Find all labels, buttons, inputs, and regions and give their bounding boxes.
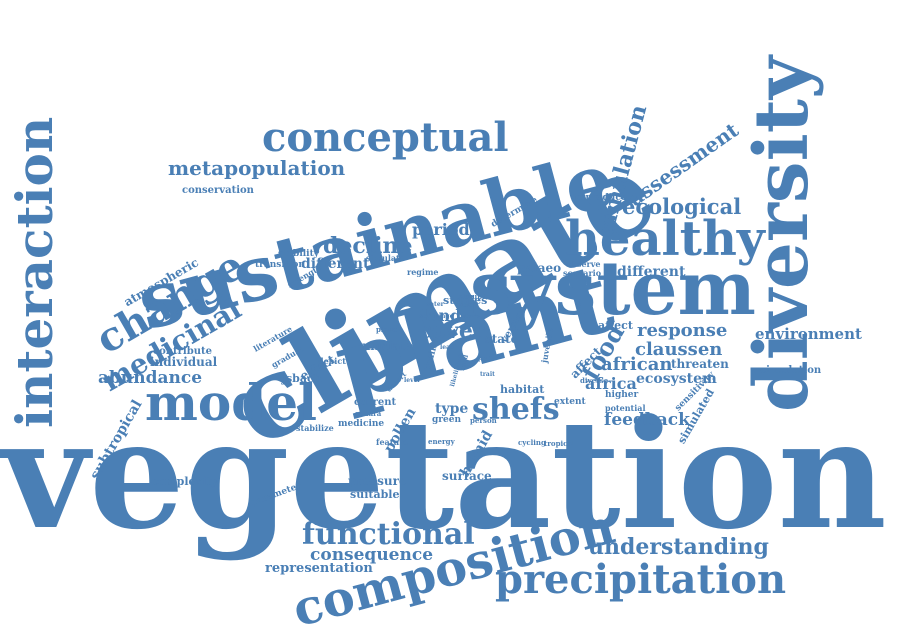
word-cover: cover — [418, 318, 485, 344]
word-jsbach: jsbach — [282, 372, 322, 385]
word-tropical: tropical — [544, 439, 575, 448]
word-system: system — [470, 246, 756, 332]
word-suitable: suitable — [350, 488, 400, 501]
word-world: world — [418, 313, 437, 320]
word-range: range — [434, 313, 454, 320]
word-circulation: circulation — [760, 365, 822, 376]
word-precipitation: precipitation — [495, 556, 787, 603]
word-ecosystem: ecosystem — [636, 371, 717, 387]
word-water: water — [425, 301, 444, 308]
word-threaten: threaten — [671, 357, 729, 371]
word-person: person — [470, 416, 497, 425]
word-individual: individual — [150, 355, 218, 369]
word-decline: decline — [323, 233, 413, 259]
word-healthy: healthy — [565, 211, 765, 267]
word-claussen: claussen — [635, 339, 723, 360]
word-abrupt: abrupt — [459, 292, 486, 301]
word-transition: transition — [255, 260, 305, 270]
word-ecological: ecological — [622, 194, 742, 219]
word-higher: higher — [605, 390, 639, 400]
word-consequence: consequence — [310, 545, 434, 565]
word-stabilize: stabilize — [296, 423, 334, 433]
word-study: study — [459, 302, 478, 309]
word-observe: observe — [566, 259, 601, 269]
word-scenario: scenario — [563, 268, 602, 278]
word-depict: depict — [318, 356, 346, 366]
word-contribute: contribute — [153, 346, 212, 357]
word-sahara: sahara — [355, 409, 382, 418]
word-different-2: different — [617, 264, 686, 280]
word-affect-2: affect — [598, 319, 633, 332]
word-african: african — [601, 354, 673, 375]
word-studies: studies — [443, 294, 488, 307]
word-stability: stability — [278, 249, 319, 259]
word-surface: surface — [442, 469, 492, 483]
word-metapopulation: metapopulation — [168, 156, 346, 180]
word-future: future — [458, 313, 480, 320]
word-complexity: complexity — [151, 475, 218, 488]
word-vegetation: vegetation — [2, 387, 887, 563]
word-cycling: cycling — [518, 438, 546, 447]
word-interaction: interaction — [5, 116, 64, 428]
word-diverse: diverse — [580, 376, 609, 385]
word-current: current — [354, 397, 397, 408]
word-pressure: pressure — [348, 474, 407, 488]
word-simulate: simulate — [366, 253, 405, 263]
word-response: response — [637, 320, 728, 341]
word-medicine: medicine — [338, 419, 385, 429]
word-abundance: abundance — [98, 368, 203, 388]
word-africa: africa — [585, 374, 637, 393]
word-lead: lead — [440, 344, 455, 351]
word-understanding: understanding — [588, 534, 769, 560]
word-regime: regime — [407, 267, 439, 277]
word-miniata: miniata — [362, 339, 414, 353]
word-part: part — [478, 355, 493, 362]
word-functional: functional — [302, 517, 475, 552]
word-environment: environment — [755, 325, 862, 343]
word-conceptual: conceptual — [262, 114, 509, 161]
word-conservation: conservation — [182, 185, 254, 196]
word-reproduce: reproduce — [575, 193, 627, 203]
word-trait: trait — [480, 371, 495, 378]
word-model: model — [145, 373, 318, 432]
word-habitat: habitat — [500, 383, 545, 396]
word-period: period — [412, 220, 470, 239]
word-level: level — [404, 377, 420, 384]
word-state: state — [485, 332, 519, 346]
word-land: land — [422, 306, 462, 325]
word-feedback: feedback — [604, 410, 690, 430]
word-shefs: shefs — [472, 392, 560, 427]
word-green: green — [432, 415, 462, 425]
word-palaeo: palaeo — [517, 261, 562, 275]
word-extent: extent — [554, 397, 586, 407]
word-potential: potential — [605, 403, 646, 413]
word-energy: energy — [428, 437, 455, 446]
word-type: type — [435, 401, 469, 417]
word-planck: planck — [376, 325, 403, 334]
word-different-1: different — [301, 256, 370, 272]
word-representation: representation — [265, 561, 373, 576]
word-feature: feature — [376, 437, 409, 447]
